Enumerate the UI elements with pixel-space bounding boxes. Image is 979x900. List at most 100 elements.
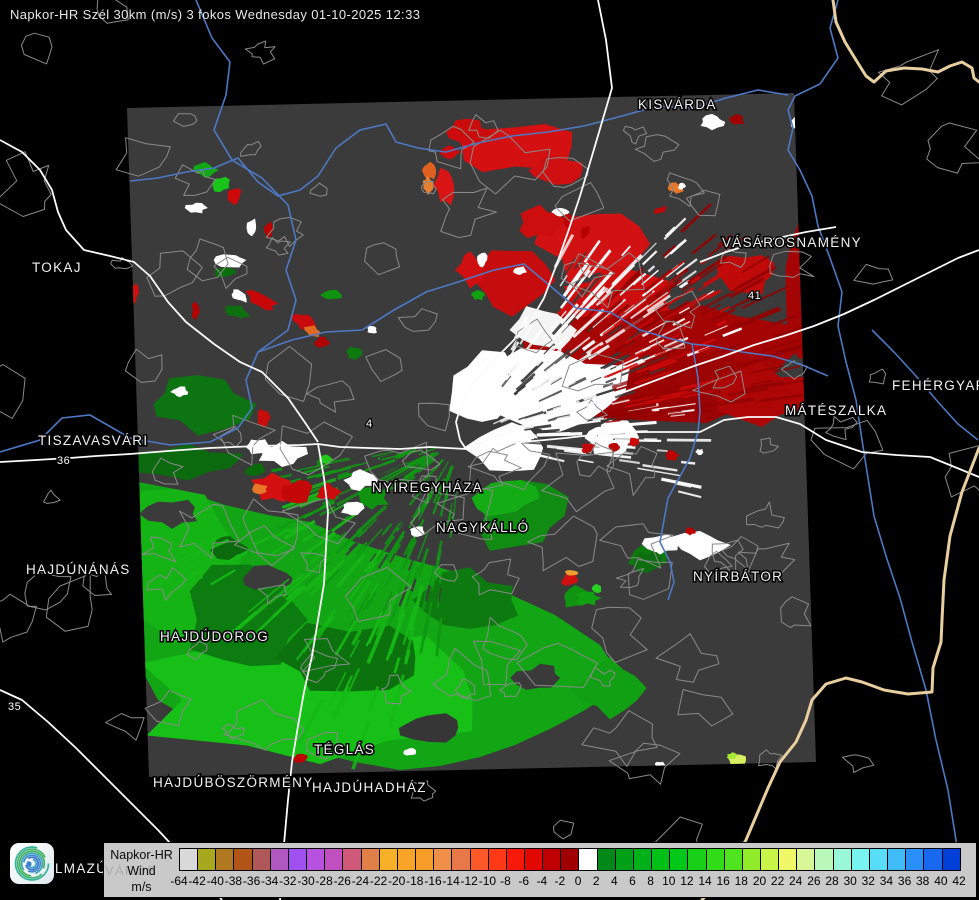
road-line xyxy=(0,139,319,443)
legend-tick: -16 xyxy=(424,874,442,888)
echo-blob xyxy=(227,187,242,205)
echo-blob xyxy=(711,362,816,428)
echo-blob xyxy=(449,350,516,422)
echo-blob xyxy=(534,213,651,284)
river-line xyxy=(871,329,979,441)
legend-tick: -12 xyxy=(460,874,478,888)
legend-color-cell xyxy=(270,849,289,870)
legend-tick: -36 xyxy=(242,874,261,888)
echo-blob xyxy=(316,481,342,500)
legend-color-cell xyxy=(325,849,344,870)
echo-blob xyxy=(477,252,488,268)
legend-color-cell xyxy=(361,849,380,870)
road-line xyxy=(279,443,329,900)
echo-blob xyxy=(138,499,198,529)
legend-tick: -8 xyxy=(500,874,511,888)
legend-color-cell xyxy=(724,849,743,870)
echo-blob xyxy=(700,113,726,131)
legend-tick: -20 xyxy=(388,874,406,888)
echo-blob xyxy=(314,336,330,348)
legend-tick: -10 xyxy=(478,874,497,888)
legend-color-cell xyxy=(307,849,326,870)
echo-blob xyxy=(319,289,343,300)
road-line xyxy=(317,416,979,478)
city-label: HAJDÚDOROG xyxy=(160,629,269,644)
city-label: HAJDÚNÁNÁS xyxy=(26,562,131,577)
legend-color-cell xyxy=(416,849,435,870)
legend-color-cell xyxy=(652,849,671,870)
legend-color-cell xyxy=(942,849,960,870)
echo-blob xyxy=(685,527,696,536)
city-label: HAJDÚHADHÁZ xyxy=(312,780,427,795)
echo-blob xyxy=(591,584,602,593)
legend-product-label: Napkor-HR xyxy=(110,848,173,862)
echo-blob xyxy=(193,162,220,178)
echo-blob xyxy=(670,531,731,561)
legend-color-cell xyxy=(761,849,780,870)
legend-tick: -22 xyxy=(369,874,388,888)
covered-city-label: VÁROS xyxy=(105,863,158,878)
legend-color-cell xyxy=(198,849,217,870)
river-line xyxy=(0,0,297,453)
legend-color-cell xyxy=(379,849,398,870)
legend-tick: 2 xyxy=(592,874,600,888)
legend-color-scale xyxy=(179,848,961,871)
legend-color-cell xyxy=(833,849,852,870)
legend-color-cell xyxy=(851,849,870,870)
legend-color-cell xyxy=(742,849,761,870)
legend-color-cell xyxy=(543,849,562,870)
legend-tick: 6 xyxy=(629,874,636,888)
legend-tick: 38 xyxy=(916,874,930,888)
city-label: TOKAJ xyxy=(32,260,82,275)
legend-tick: 12 xyxy=(680,874,694,888)
echo-blob xyxy=(729,114,745,125)
legend-color-cell xyxy=(906,849,925,870)
city-label: HAJDÚBÖSZÖRMÉNY xyxy=(153,775,314,790)
page-title: Napkor-HR Szél 30km (m/s) 3 fokos Wednes… xyxy=(10,7,421,22)
road-line xyxy=(699,226,837,263)
echo-blob xyxy=(189,564,308,667)
echo-blob xyxy=(280,479,313,504)
road-number-label: 36 xyxy=(57,455,70,467)
legend-tick: 40 xyxy=(934,874,948,888)
legend-tick: 18 xyxy=(734,874,748,888)
legend-tick: -28 xyxy=(315,874,333,888)
echo-blob xyxy=(257,408,271,428)
legend-color-cell xyxy=(597,849,616,870)
echo-blob xyxy=(246,218,257,237)
legend-tick-labels: -64 -42 -40 -38 -36 -34 -32 -30 -28 -26 -24 -22 -20-… xyxy=(170,874,965,892)
country-border-line xyxy=(831,0,979,84)
echo-blob xyxy=(213,254,247,268)
legend-color-cell xyxy=(888,849,907,870)
legend-tick: -34 xyxy=(261,874,279,888)
echo-blob xyxy=(184,202,208,214)
city-label: NYÍREGYHÁZA xyxy=(372,480,483,495)
legend-color-cell xyxy=(706,849,725,870)
echo-blob xyxy=(569,657,647,720)
echo-blob xyxy=(346,346,363,360)
legend-tick: 14 xyxy=(698,874,712,888)
spiral-arc xyxy=(18,850,46,877)
echo-blob xyxy=(225,304,251,320)
legend-tick: 16 xyxy=(716,874,730,888)
echo-blob xyxy=(212,176,230,193)
legend-color-cell xyxy=(524,849,544,870)
road-number-label: 4 xyxy=(366,418,373,430)
city-label: LMAZÚJ xyxy=(55,861,115,876)
road-line xyxy=(455,0,613,450)
echo-blob xyxy=(470,289,486,301)
legend-tick: -4 xyxy=(536,874,548,888)
echo-blob xyxy=(695,448,704,456)
echo-blob xyxy=(510,663,561,690)
city-label: TÉGLÁS xyxy=(314,742,375,757)
legend-tick: -6 xyxy=(518,874,530,888)
legend-color-cell xyxy=(688,849,707,870)
legend-color-cell xyxy=(869,849,889,870)
echo-blob xyxy=(717,255,775,295)
spiral-center-dot xyxy=(26,861,32,867)
legend-tick: -38 xyxy=(224,874,243,888)
echo-blob xyxy=(677,182,687,190)
echo-blob xyxy=(580,225,591,239)
echo-blob xyxy=(454,251,483,289)
echo-blob xyxy=(666,449,680,461)
